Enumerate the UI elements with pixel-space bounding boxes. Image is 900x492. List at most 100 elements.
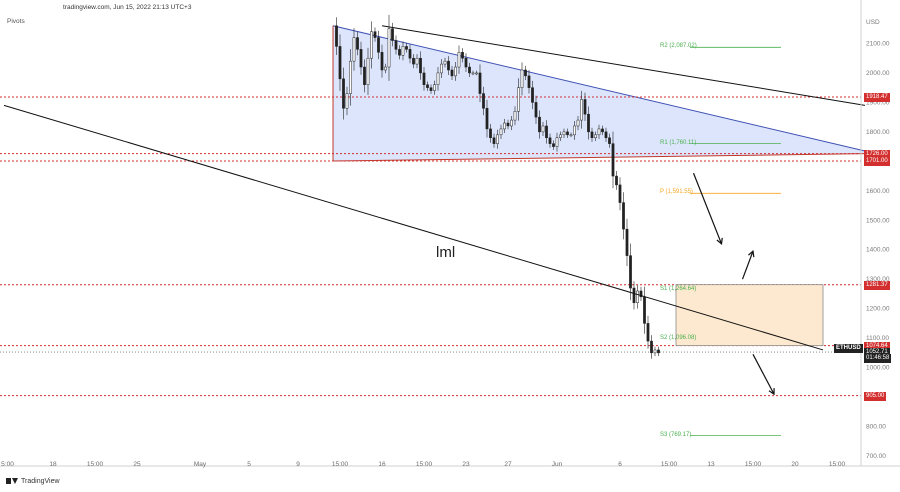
candle-body — [426, 84, 429, 88]
candle-body — [377, 37, 380, 53]
candle-body — [387, 28, 391, 68]
candle-body — [482, 93, 485, 109]
candle-body — [576, 119, 580, 127]
candle-body — [597, 128, 601, 136]
price-tag: 1074.64 — [864, 341, 890, 351]
candle-body — [489, 128, 492, 139]
triangle-upper-edge — [332, 25, 866, 152]
candle-body — [405, 46, 408, 50]
candle-body — [622, 202, 625, 230]
candle-body — [566, 131, 569, 136]
candle-body — [370, 31, 373, 59]
chart-header: tradingview.com, Jun 15, 2022 21:13 UTC+… — [63, 4, 192, 11]
candle-body — [594, 134, 597, 139]
x-tick-label: 15:00 — [829, 461, 846, 468]
price-tag: 1726.00 — [864, 149, 890, 159]
price-series — [335, 14, 660, 359]
candle-body — [468, 66, 471, 74]
candle-body — [520, 69, 524, 88]
triangle-lower-edge — [332, 153, 866, 162]
candle-body — [436, 72, 440, 85]
candle-body — [352, 37, 356, 62]
x-tick-label: May — [194, 461, 207, 468]
candle-body — [429, 87, 433, 91]
candle-body — [541, 125, 545, 133]
candle-body — [485, 108, 489, 130]
x-tick-label: 15:00 — [87, 461, 104, 468]
candle-body — [454, 66, 457, 77]
support-box-rect — [675, 284, 824, 347]
y-tick-label: 1200.00 — [866, 306, 890, 313]
x-tick-label: 9 — [296, 461, 300, 468]
candle-body — [524, 69, 527, 77]
candle-body — [394, 40, 398, 50]
candle-body — [573, 125, 576, 136]
candle-body — [503, 122, 506, 130]
candle-body — [615, 175, 618, 186]
arrow-head — [716, 237, 723, 246]
candle-body — [496, 134, 499, 144]
x-tick-label: Jun — [552, 461, 563, 468]
candle-body — [646, 323, 650, 342]
candle-body — [625, 228, 629, 256]
pivot-label: R2 (2,087.02) — [660, 43, 697, 50]
lml-annotation: lml — [436, 244, 456, 261]
candle-body — [636, 290, 639, 304]
x-tick-label: 20 — [791, 461, 799, 468]
candle-body — [391, 28, 394, 41]
x-tick-label: 5:00 — [1, 461, 14, 468]
candle-body — [408, 49, 412, 59]
candle-body — [475, 72, 478, 75]
candle-body — [548, 137, 552, 144]
pivot-label: S2 (1,096.08) — [660, 335, 697, 342]
candle-body — [629, 255, 632, 289]
triangle-fill — [333, 25, 865, 162]
candle-body — [419, 57, 422, 74]
candle-body — [650, 340, 653, 354]
price-tag: 1052.71 — [864, 348, 890, 358]
candle-body — [433, 84, 436, 91]
candle-body — [412, 57, 415, 65]
candle-body — [478, 72, 482, 94]
candle-body — [447, 60, 450, 71]
candle-body — [527, 75, 531, 88]
y-tick-label: 1600.00 — [866, 188, 890, 195]
x-tick-label: 15:00 — [661, 461, 678, 468]
candle-body — [401, 46, 405, 56]
candle-body — [349, 60, 352, 94]
price-tag: 1918.47 — [864, 92, 890, 102]
candle-body — [373, 31, 377, 38]
candle-body — [415, 57, 419, 65]
candle-body — [608, 137, 611, 144]
candle-body — [555, 137, 559, 147]
x-tick-label: 15:00 — [416, 461, 433, 468]
candle-body — [559, 134, 562, 139]
candle-body — [552, 143, 555, 147]
pivot-label: S1 (1,264.64) — [660, 285, 697, 292]
candle-body — [545, 125, 548, 139]
channel-upper-line — [381, 25, 866, 106]
candle-body — [359, 49, 363, 68]
candle-body — [471, 72, 475, 75]
pivots-indicator-label[interactable]: Pivots — [7, 18, 25, 25]
footer-brand[interactable]: TradingView — [6, 477, 60, 485]
direction-arrows — [692, 172, 775, 396]
price-tag: 905.00 — [864, 391, 887, 401]
arrow-shaft — [752, 354, 775, 395]
candle-body — [450, 69, 454, 77]
candle-body — [338, 46, 342, 80]
support-box — [675, 284, 824, 347]
candle-body — [499, 128, 503, 136]
candle-body — [443, 60, 447, 65]
candle-body — [604, 131, 608, 139]
price-tag: 1701.00 — [864, 157, 890, 167]
candle-body — [639, 290, 643, 298]
channel-lower-line — [3, 104, 824, 351]
y-tick-label: 1800.00 — [866, 129, 890, 136]
y-tick-label: 2100.00 — [866, 40, 890, 47]
arrow-shaft — [692, 172, 723, 245]
candle-body — [618, 184, 622, 203]
tradingview-logo-icon — [6, 477, 18, 485]
candle-body — [510, 119, 513, 127]
